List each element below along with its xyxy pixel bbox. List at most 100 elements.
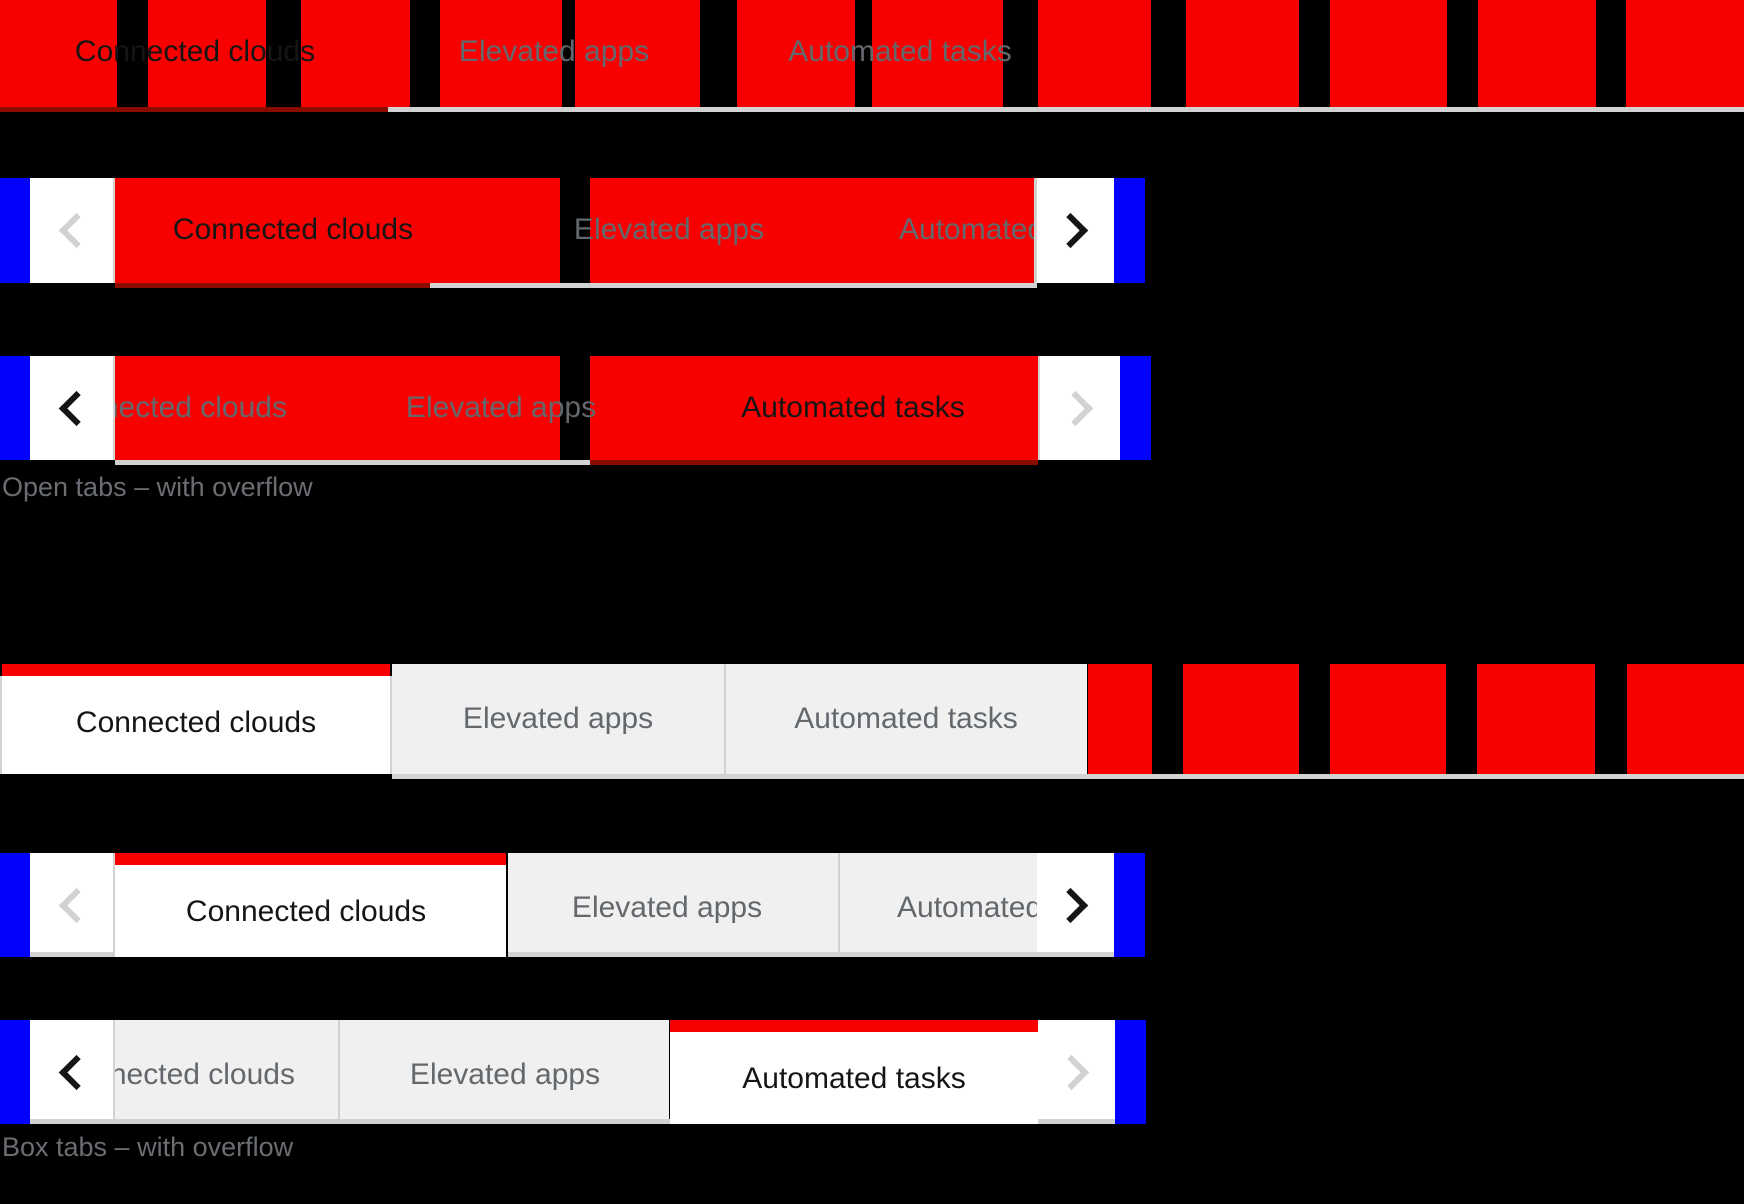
clipped-tab-label-wrap: Automated tasks <box>899 178 1034 283</box>
tab-elevated-apps[interactable]: Elevated apps <box>458 35 650 68</box>
active-tab-underline <box>0 107 388 112</box>
spacing-overlay-block <box>0 0 117 107</box>
scroll-overlay-block <box>1114 853 1145 957</box>
open-tabs-caption: Open tabs – with overflow <box>2 472 313 502</box>
tab-automated-tasks[interactable] <box>726 664 1087 774</box>
tab-elevated-apps[interactable] <box>392 664 724 774</box>
tab-elevated-apps-label: Elevated apps <box>573 213 765 246</box>
tab-connected-clouds[interactable] <box>2 676 390 774</box>
tab-elevated-apps[interactable] <box>508 853 838 957</box>
open-tabs-default-row: Connected clouds Elevated apps Automated… <box>0 0 1744 112</box>
divider <box>1034 178 1037 283</box>
divider <box>113 1020 115 1124</box>
box-tabs-scrolled-end-row: Connected clouds Elevated apps Automated… <box>0 1020 1744 1124</box>
scroll-overlay-block <box>0 853 30 957</box>
spacing-overlay-block <box>1626 0 1744 107</box>
scroll-overlay-block <box>0 1020 30 1124</box>
box-tabs-caption: Box tabs – with overflow <box>2 1132 294 1162</box>
tab-elevated-apps-label: Elevated apps <box>462 702 654 735</box>
chevron-right-icon <box>1052 887 1089 923</box>
scroll-right-button[interactable] <box>1038 1020 1115 1124</box>
chevron-left-icon <box>58 212 95 249</box>
spacing-overlay-block <box>1186 0 1299 107</box>
tab-automated-tasks-label: Automated tasks <box>897 891 1037 924</box>
scroll-left-button[interactable] <box>30 356 113 460</box>
spacing-overlay-block <box>1038 0 1151 107</box>
tabs-overflow-region[interactable] <box>115 356 560 460</box>
spacing-overlay-block <box>1478 0 1596 107</box>
scroll-left-button[interactable] <box>30 1020 113 1124</box>
divider <box>338 1020 340 1124</box>
tab-connected-clouds[interactable] <box>115 865 506 957</box>
scroll-overlay-block <box>0 356 30 460</box>
active-tab-top-accent <box>2 664 390 676</box>
scroll-overlay-block <box>0 178 30 283</box>
divider <box>724 664 726 774</box>
spacing-overlay-block <box>440 0 562 107</box>
tab-connected-clouds[interactable] <box>115 178 560 283</box>
chevron-left-icon <box>58 390 95 426</box>
tab-bar-border <box>115 460 590 465</box>
open-tabs-scrolled-start-row: Connected clouds Elevated apps Automated… <box>0 178 1744 288</box>
chevron-right-icon <box>1053 1054 1090 1090</box>
active-tab-top-accent <box>115 853 506 865</box>
tab-elevated-apps-label: Elevated apps <box>405 391 597 424</box>
tab-bar-border <box>30 952 115 957</box>
tab-connected-clouds-label: Connected clouds <box>172 213 414 246</box>
scroll-overlay-block <box>1114 178 1145 283</box>
tab-connected-clouds-label: Connected clouds <box>185 895 427 928</box>
active-tab-underline <box>590 460 1038 465</box>
scroll-left-button[interactable] <box>30 853 113 957</box>
chevron-left-icon <box>58 1054 95 1090</box>
clipped-tab-label-wrap: Connected clouds <box>115 356 287 460</box>
tab-bar-border <box>30 1119 670 1124</box>
spacing-overlay-block <box>872 0 1003 107</box>
scroll-left-button[interactable] <box>30 178 113 283</box>
scroll-right-button[interactable] <box>1037 853 1114 957</box>
active-tab-top-accent <box>670 1020 1038 1032</box>
spacing-overlay-block <box>1088 664 1152 774</box>
chevron-left-icon <box>58 887 95 923</box>
tabs-overflow-region[interactable] <box>590 178 1034 283</box>
divider <box>1038 356 1040 460</box>
divider <box>838 853 840 957</box>
tab-bar-border <box>388 107 1744 112</box>
spacing-overlay-block <box>1183 664 1299 774</box>
chevron-right-icon <box>1052 212 1089 249</box>
tab-automated-tasks-label: Automated tasks <box>742 1062 966 1095</box>
scroll-right-button[interactable] <box>1037 178 1114 283</box>
tab-bar-border <box>1038 1119 1115 1124</box>
spacing-overlay-block <box>737 0 855 107</box>
clipped-tab-label-wrap: Connected clouds <box>115 1020 295 1124</box>
scroll-overlay-block <box>1120 356 1151 460</box>
spacing-overlay-block <box>301 0 410 107</box>
tab-edge <box>0 676 2 774</box>
spacing-overlay-block <box>1627 664 1744 774</box>
active-tab-underline <box>115 283 430 288</box>
spacing-overlay-block <box>148 0 266 107</box>
tab-automated-tasks[interactable] <box>670 1032 1038 1124</box>
clipped-tab-label-wrap: Automated tasks <box>897 853 1037 957</box>
spacing-overlay-block <box>1477 664 1595 774</box>
tab-automated-tasks[interactable]: Automated tasks <box>788 35 1012 68</box>
tab-bar-border <box>430 283 1037 288</box>
tab-connected-clouds[interactable] <box>115 1020 338 1124</box>
tab-automated-tasks-label: Automated tasks <box>899 213 1034 246</box>
tab-elevated-apps-label: Elevated apps <box>409 1058 601 1091</box>
divider <box>113 178 115 283</box>
scroll-right-button[interactable] <box>1040 356 1120 460</box>
tab-automated-tasks[interactable] <box>590 356 1038 460</box>
chevron-right-icon <box>1057 390 1093 426</box>
tab-bar-border <box>392 774 1744 779</box>
spacing-overlay-block <box>1330 0 1447 107</box>
tab-elevated-apps[interactable] <box>340 1020 669 1124</box>
divider <box>113 853 115 957</box>
box-tabs-default-row: Connected clouds Elevated apps Automated… <box>0 664 1744 779</box>
scroll-overlay-block <box>1115 1020 1146 1124</box>
tab-bar-border <box>508 952 1114 957</box>
tab-connected-clouds[interactable]: Connected clouds <box>74 35 316 68</box>
tab-elevated-apps-label: Elevated apps <box>571 891 763 924</box>
tab-automated-tasks[interactable] <box>840 853 1037 957</box>
tab-connected-clouds-label: Connected clouds <box>115 1058 295 1091</box>
